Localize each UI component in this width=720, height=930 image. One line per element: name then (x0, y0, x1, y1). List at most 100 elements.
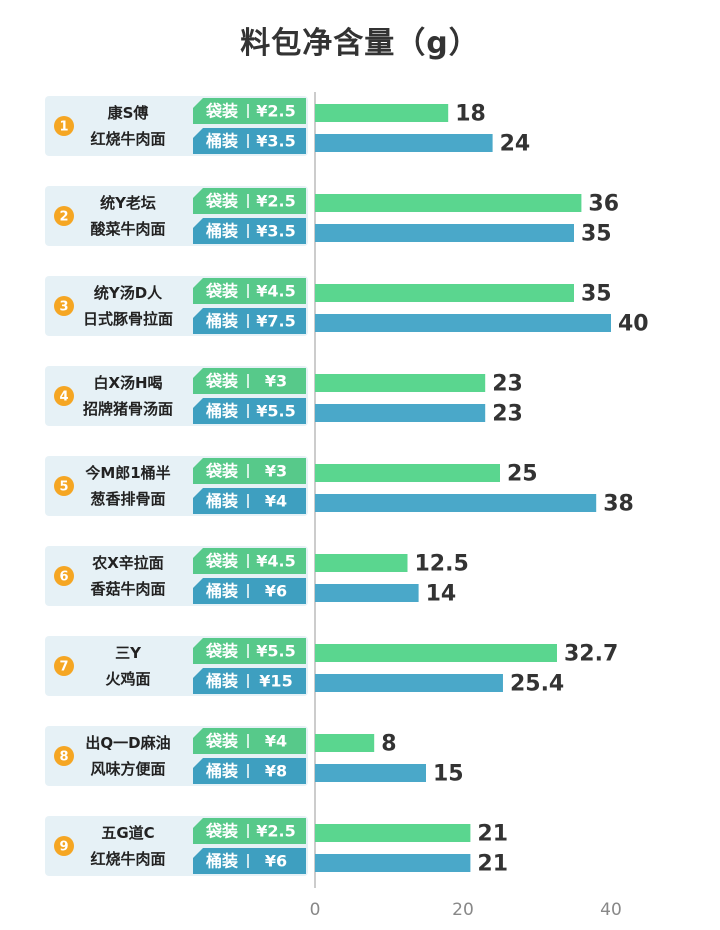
bucket-tag-label: 桶装 (206, 492, 238, 511)
rank-number: 8 (59, 750, 68, 765)
bag-tag (193, 548, 306, 574)
product-name-line2: 火鸡面 (105, 670, 150, 688)
bucket-tag-label: 桶装 (206, 222, 238, 241)
bag-bar (315, 104, 449, 122)
product-name-line2: 葱香排骨面 (90, 490, 165, 508)
bucket-value-label: 38 (603, 492, 634, 517)
rank-number: 2 (59, 210, 68, 225)
bag-price: ¥4.5 (256, 282, 295, 301)
x-tick-label: 20 (452, 900, 474, 920)
bag-value-label: 21 (477, 822, 508, 847)
bucket-price: ¥4 (265, 492, 287, 511)
rank-badge (54, 296, 74, 316)
product-name-line1: 出Q一D麻油 (85, 734, 170, 752)
bucket-tag (193, 668, 306, 694)
bucket-tag (193, 308, 306, 334)
bag-price: ¥2.5 (256, 192, 295, 211)
product-name-line1: 白X汤H喝 (93, 374, 162, 392)
bucket-tag-label: 桶装 (206, 312, 238, 331)
bucket-tag (193, 578, 306, 604)
bag-tag-label: 袋装 (205, 102, 238, 121)
rank-badge (54, 116, 74, 136)
bucket-tag-label: 桶装 (206, 672, 238, 691)
bag-bar (315, 644, 557, 662)
bag-tag (193, 368, 306, 394)
bag-tag-label: 袋装 (205, 462, 238, 481)
bucket-tag (193, 218, 306, 244)
product-name-line1: 农X辛拉面 (91, 554, 164, 572)
product-name-line2: 红烧牛肉面 (90, 850, 165, 868)
bag-bar (315, 554, 408, 572)
rank-number: 1 (59, 120, 68, 135)
bucket-price: ¥6 (265, 582, 287, 601)
bucket-bar (315, 314, 611, 332)
product-name-line2: 风味方便面 (90, 760, 165, 778)
rank-number: 7 (59, 660, 68, 675)
bucket-value-label: 21 (477, 852, 508, 877)
rank-number: 9 (59, 840, 68, 855)
bucket-value-label: 24 (500, 132, 531, 157)
bucket-tag-label: 桶装 (206, 132, 238, 151)
product-name-line1: 康S傅 (108, 104, 149, 122)
bucket-price: ¥3.5 (256, 222, 295, 241)
bucket-bar (315, 674, 503, 692)
bucket-bar (315, 764, 426, 782)
product-name-line1: 五G道C (101, 824, 154, 842)
x-tick-label: 40 (600, 900, 622, 920)
bucket-bar (315, 854, 471, 872)
rank-badge (54, 206, 74, 226)
rank-badge (54, 476, 74, 496)
bag-tag-label: 袋装 (205, 642, 238, 661)
bag-tag-label: 袋装 (205, 822, 238, 841)
product-name-line2: 日式豚骨拉面 (83, 310, 173, 328)
product-name-line1: 今M郎1桶半 (84, 464, 170, 482)
bag-tag (193, 728, 306, 754)
bucket-price: ¥5.5 (256, 402, 295, 421)
rank-number: 3 (59, 300, 68, 315)
bag-price: ¥4.5 (256, 552, 295, 571)
bucket-bar (315, 224, 574, 242)
rank-number: 4 (59, 390, 68, 405)
bag-price: ¥2.5 (256, 822, 295, 841)
bucket-tag (193, 128, 306, 154)
rank-number: 5 (59, 480, 68, 495)
bucket-bar (315, 494, 597, 512)
bag-value-label: 25 (507, 462, 538, 487)
bag-tag (193, 188, 306, 214)
bag-price: ¥3 (265, 372, 287, 391)
bag-value-label: 36 (588, 192, 619, 217)
bag-tag (193, 98, 306, 124)
rank-badge (54, 566, 74, 586)
bag-tag (193, 818, 306, 844)
bucket-price: ¥15 (259, 672, 292, 691)
bucket-value-label: 23 (492, 402, 523, 427)
x-tick-label: 0 (310, 900, 321, 920)
bag-tag (193, 458, 306, 484)
bag-price: ¥2.5 (256, 102, 295, 121)
bag-value-label: 18 (455, 102, 486, 127)
bag-tag-label: 袋装 (205, 552, 238, 571)
bucket-tag (193, 488, 306, 514)
rank-badge (54, 656, 74, 676)
bag-value-label: 35 (581, 282, 612, 307)
bucket-bar (315, 134, 493, 152)
product-name-line2: 酸菜牛肉面 (90, 220, 165, 238)
bag-price: ¥4 (265, 732, 287, 751)
product-name-line1: 统Y老坛 (100, 194, 156, 212)
bag-bar (315, 374, 486, 392)
product-name-line1: 统Y汤D人 (94, 284, 163, 302)
rank-badge (54, 746, 74, 766)
bag-tag-label: 袋装 (205, 372, 238, 391)
bag-value-label: 12.5 (415, 552, 469, 577)
bag-tag-label: 袋装 (205, 192, 238, 211)
bag-tag-label: 袋装 (205, 732, 238, 751)
bag-tag (193, 278, 306, 304)
bag-value-label: 32.7 (564, 642, 618, 667)
bucket-price: ¥7.5 (256, 312, 295, 331)
product-name-line2: 招牌猪骨汤面 (83, 400, 173, 418)
rank-badge (54, 836, 74, 856)
bucket-value-label: 14 (426, 582, 457, 607)
bucket-price: ¥8 (265, 762, 287, 781)
product-name-line1: 三Y (115, 644, 142, 662)
